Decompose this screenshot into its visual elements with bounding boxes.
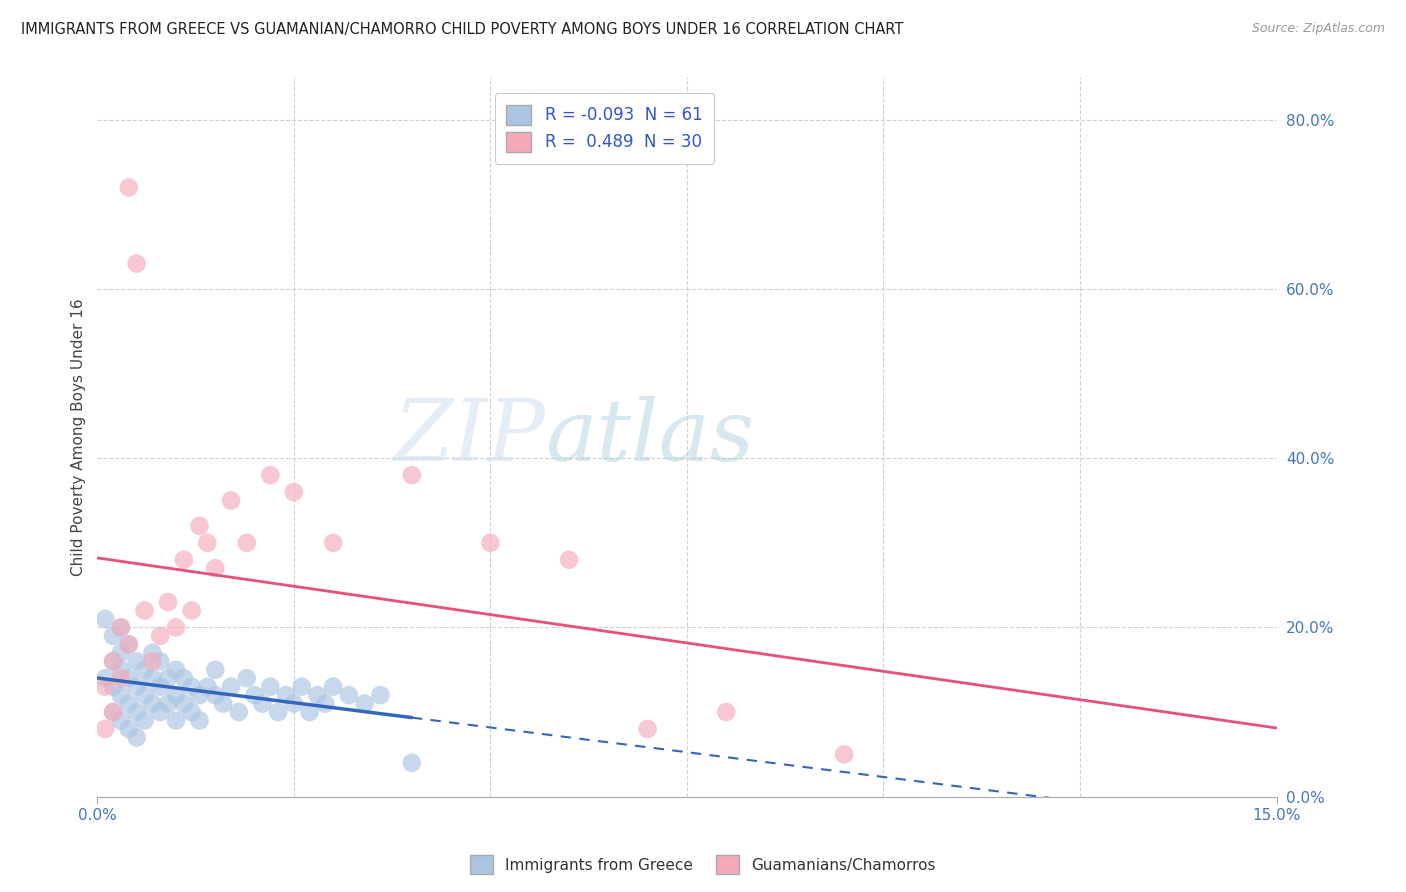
Point xyxy=(322,536,344,550)
Point xyxy=(94,612,117,626)
Point xyxy=(165,620,187,634)
Text: atlas: atlas xyxy=(546,396,755,478)
Point xyxy=(235,671,257,685)
Legend: R = -0.093  N = 61, R =  0.489  N = 30: R = -0.093 N = 61, R = 0.489 N = 30 xyxy=(495,93,714,163)
Point xyxy=(141,671,163,685)
Point xyxy=(101,680,124,694)
Point xyxy=(173,697,195,711)
Point xyxy=(228,705,250,719)
Point xyxy=(110,646,132,660)
Point xyxy=(125,654,148,668)
Point xyxy=(283,697,305,711)
Point xyxy=(180,680,202,694)
Point xyxy=(188,519,211,533)
Point xyxy=(101,705,124,719)
Point xyxy=(134,603,156,617)
Point xyxy=(370,688,392,702)
Point xyxy=(110,671,132,685)
Point xyxy=(101,705,124,719)
Point xyxy=(188,714,211,728)
Point xyxy=(243,688,266,702)
Point xyxy=(204,561,226,575)
Point xyxy=(219,493,242,508)
Point xyxy=(832,747,855,762)
Point xyxy=(337,688,360,702)
Point xyxy=(94,671,117,685)
Point xyxy=(219,680,242,694)
Point xyxy=(141,646,163,660)
Point xyxy=(141,654,163,668)
Point xyxy=(353,697,375,711)
Point xyxy=(165,688,187,702)
Point xyxy=(134,714,156,728)
Point xyxy=(173,553,195,567)
Point xyxy=(283,485,305,500)
Point xyxy=(101,629,124,643)
Point xyxy=(401,468,423,483)
Point xyxy=(259,680,281,694)
Point xyxy=(180,705,202,719)
Point xyxy=(291,680,314,694)
Point xyxy=(134,688,156,702)
Point xyxy=(157,697,180,711)
Point xyxy=(141,697,163,711)
Point xyxy=(180,603,202,617)
Point xyxy=(637,722,659,736)
Point xyxy=(110,688,132,702)
Text: Source: ZipAtlas.com: Source: ZipAtlas.com xyxy=(1251,22,1385,36)
Point xyxy=(94,680,117,694)
Point xyxy=(110,714,132,728)
Point xyxy=(149,654,172,668)
Legend: Immigrants from Greece, Guamanians/Chamorros: Immigrants from Greece, Guamanians/Chamo… xyxy=(464,849,942,880)
Point xyxy=(134,663,156,677)
Point xyxy=(558,553,581,567)
Point xyxy=(110,663,132,677)
Point xyxy=(252,697,274,711)
Point xyxy=(197,680,219,694)
Point xyxy=(212,697,235,711)
Point xyxy=(188,688,211,702)
Point xyxy=(274,688,297,702)
Point xyxy=(157,595,180,609)
Point xyxy=(235,536,257,550)
Point xyxy=(267,705,290,719)
Point xyxy=(125,257,148,271)
Point xyxy=(101,654,124,668)
Point xyxy=(118,180,141,194)
Point xyxy=(322,680,344,694)
Point xyxy=(173,671,195,685)
Point xyxy=(204,688,226,702)
Point xyxy=(125,705,148,719)
Point xyxy=(149,629,172,643)
Point xyxy=(298,705,321,719)
Point xyxy=(94,722,117,736)
Point xyxy=(118,671,141,685)
Point xyxy=(118,722,141,736)
Point xyxy=(118,637,141,651)
Point xyxy=(125,680,148,694)
Text: ZIP: ZIP xyxy=(394,396,546,478)
Point xyxy=(149,680,172,694)
Point xyxy=(110,620,132,634)
Point xyxy=(165,663,187,677)
Point xyxy=(125,731,148,745)
Point xyxy=(314,697,336,711)
Point xyxy=(479,536,502,550)
Point xyxy=(204,663,226,677)
Point xyxy=(118,697,141,711)
Point xyxy=(307,688,329,702)
Text: IMMIGRANTS FROM GREECE VS GUAMANIAN/CHAMORRO CHILD POVERTY AMONG BOYS UNDER 16 C: IMMIGRANTS FROM GREECE VS GUAMANIAN/CHAM… xyxy=(21,22,904,37)
Point xyxy=(157,671,180,685)
Point xyxy=(101,654,124,668)
Y-axis label: Child Poverty Among Boys Under 16: Child Poverty Among Boys Under 16 xyxy=(72,298,86,576)
Point xyxy=(110,620,132,634)
Point xyxy=(149,705,172,719)
Point xyxy=(165,714,187,728)
Point xyxy=(716,705,738,719)
Point xyxy=(197,536,219,550)
Point xyxy=(401,756,423,770)
Point xyxy=(259,468,281,483)
Point xyxy=(118,637,141,651)
